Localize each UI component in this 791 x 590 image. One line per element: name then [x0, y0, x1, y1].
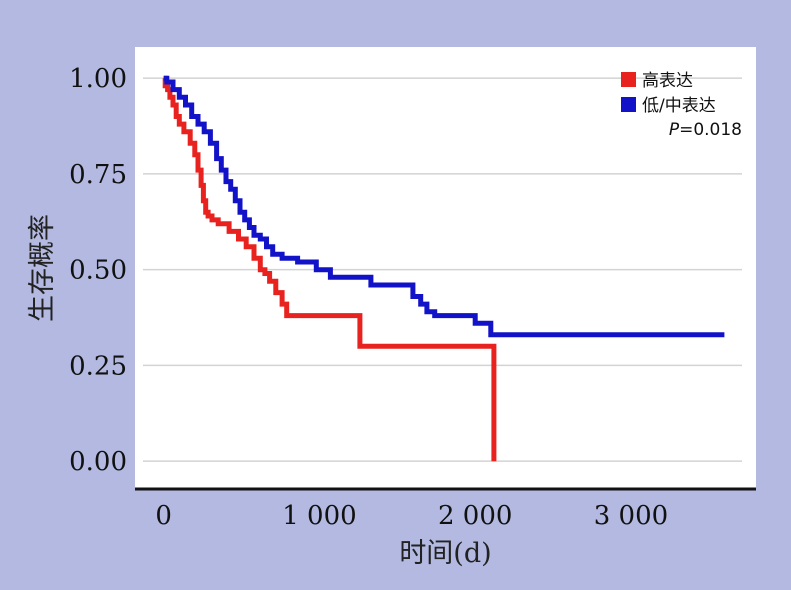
y-tick-label-4: 1.00 [69, 64, 127, 94]
y-tick-label-1: 0.25 [69, 351, 127, 381]
y-tick-label-0: 0.00 [69, 447, 127, 477]
y-tick-label-3: 0.75 [69, 160, 127, 190]
p-value-annotation: P=0.018 [669, 120, 742, 140]
legend-label-1: 低/中表达 [642, 96, 716, 116]
x-tick-label-1: 1 000 [282, 501, 356, 531]
p-value-symbol: P [669, 120, 680, 140]
series-line-0 [162, 75, 497, 462]
p-value-text: =0.018 [679, 120, 742, 140]
x-tick-label-2: 2 000 [438, 501, 512, 531]
legend-label-0: 高表达 [642, 71, 693, 91]
series-line-1 [163, 75, 725, 338]
x-tick-label-0: 0 [155, 501, 172, 531]
legend-swatch-1 [621, 97, 636, 112]
x-tick-label-3: 3 000 [594, 501, 668, 531]
plot-panel [135, 47, 756, 490]
legend-swatch-0 [621, 72, 636, 87]
y-axis-title: 生存概率 [27, 214, 58, 322]
y-tick-label-2: 0.50 [69, 256, 127, 286]
x-axis-title: 时间(d) [399, 538, 491, 569]
